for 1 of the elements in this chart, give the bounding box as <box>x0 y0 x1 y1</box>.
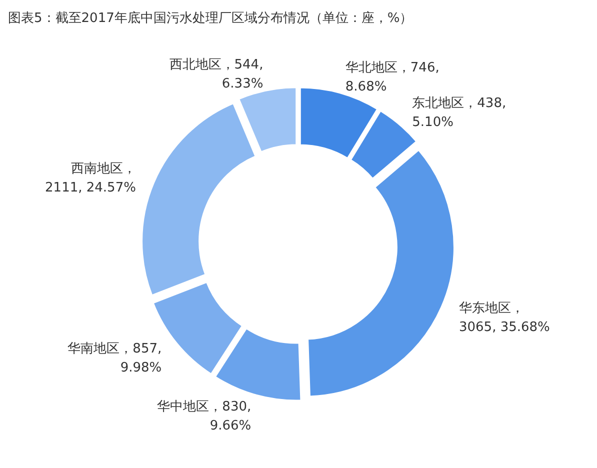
title: 图表5：截至2017年底中国污水处理厂区域分布情况（单位：座，%） <box>8 11 413 26</box>
